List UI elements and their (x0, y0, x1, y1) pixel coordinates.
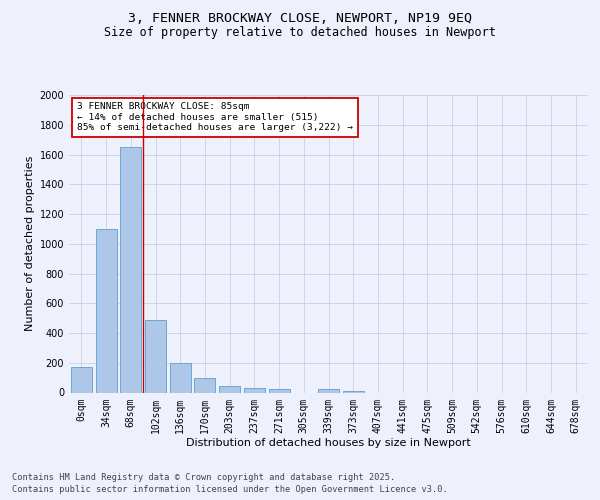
Bar (170, 363, 191, 392)
Bar (145, 320, 166, 392)
Text: Size of property relative to detached houses in Newport: Size of property relative to detached ho… (104, 26, 496, 39)
Text: 3 FENNER BROCKWAY CLOSE: 85sqm
← 14% of detached houses are smaller (515)
85% of: 3 FENNER BROCKWAY CLOSE: 85sqm ← 14% of … (77, 102, 353, 132)
Bar (269, 389, 290, 392)
X-axis label: Distribution of detached houses by size in Newport: Distribution of detached houses by size … (186, 438, 471, 448)
Text: 3, FENNER BROCKWAY CLOSE, NEWPORT, NP19 9EQ: 3, FENNER BROCKWAY CLOSE, NEWPORT, NP19 … (128, 12, 472, 26)
Bar (219, 386, 240, 392)
Bar (95, 229, 116, 392)
Bar (120, 147, 141, 392)
Y-axis label: Number of detached properties: Number of detached properties (25, 156, 35, 332)
Text: Contains public sector information licensed under the Open Government Licence v3: Contains public sector information licen… (12, 485, 448, 494)
Text: Contains HM Land Registry data © Crown copyright and database right 2025.: Contains HM Land Registry data © Crown c… (12, 472, 395, 482)
Bar (244, 388, 265, 392)
Bar (343, 391, 364, 392)
Bar (71, 367, 92, 392)
Bar (318, 389, 339, 392)
Bar (194, 378, 215, 392)
